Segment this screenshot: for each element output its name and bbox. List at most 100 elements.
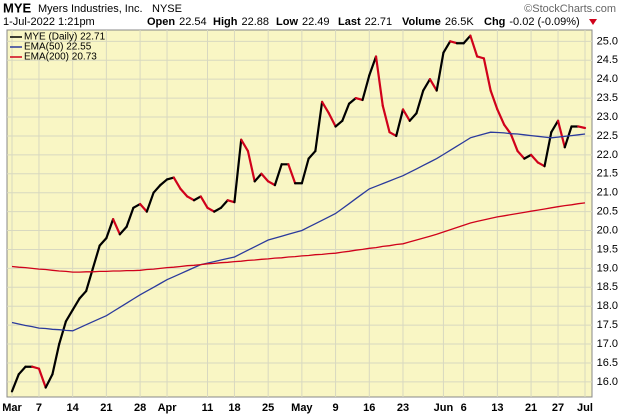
price-segment: [267, 180, 277, 187]
price-segment: [428, 78, 438, 92]
y-tick-label: 25.0: [597, 35, 618, 47]
price-segment: [145, 191, 155, 213]
price-segment: [516, 149, 526, 160]
price-segment: [10, 373, 20, 393]
quote-item: High 22.88: [213, 16, 269, 28]
price-segment: [563, 125, 573, 149]
y-tick-label: 19.5: [597, 243, 618, 255]
price-segment: [17, 365, 27, 376]
price-segment: [240, 138, 250, 153]
quote-item: Low 22.49: [276, 16, 330, 28]
down-arrow: [589, 19, 597, 25]
price-segment: [98, 236, 108, 247]
price-segment: [246, 149, 256, 183]
x-tick-label: 16: [363, 402, 375, 414]
x-tick-label: 21: [100, 402, 112, 414]
ema-line: [11, 202, 586, 273]
price-segment: [469, 34, 479, 58]
price-segment: [273, 163, 283, 187]
price-segment: [112, 218, 121, 236]
x-tick-label: 25: [262, 402, 274, 414]
y-tick-label: 24.5: [597, 54, 618, 66]
price-segment: [314, 100, 324, 153]
price-segment: [415, 89, 425, 115]
price-segment: [462, 34, 472, 45]
price-segment: [206, 206, 216, 213]
quote-label: Volume: [402, 16, 441, 28]
symbol: MYE: [3, 0, 32, 15]
price-segment: [442, 40, 452, 54]
ema-line: [11, 131, 586, 332]
price-segment: [260, 172, 270, 183]
price-segment: [233, 138, 243, 204]
quote-item: Volume 26.5K: [402, 16, 474, 28]
price-segment: [577, 125, 587, 130]
price-segment: [307, 149, 317, 160]
price-segment: [556, 119, 566, 149]
price-segment: [31, 365, 41, 370]
x-tick-label: 27: [552, 402, 564, 414]
price-segment: [192, 195, 202, 202]
price-segment: [58, 320, 68, 346]
quote-item: Last 22.71: [338, 16, 392, 28]
price-segment: [401, 108, 411, 122]
price-segment: [179, 187, 189, 198]
plot-area: [6, 29, 593, 398]
quote-label: Chg: [484, 16, 505, 28]
y-tick-label: 16.5: [597, 357, 618, 369]
x-tick-label: 23: [397, 402, 409, 414]
legend-label: EMA(200) 20.73: [24, 52, 97, 63]
quote-value: 22.88: [241, 16, 269, 28]
price-segment: [172, 176, 182, 191]
price-segment: [186, 195, 196, 202]
y-tick-label: 20.0: [597, 224, 618, 236]
quote-item: Open 22.54: [147, 16, 207, 28]
y-tick-label: 19.0: [597, 262, 618, 274]
quote-label: Open: [147, 16, 175, 28]
price-segment: [368, 55, 378, 77]
price-segment: [476, 55, 485, 60]
company: Myers Industries, Inc.: [38, 3, 143, 15]
quote-value: -0.02 (-0.09%): [509, 16, 579, 28]
x-tick-label: Jul: [577, 402, 593, 414]
price-segment: [78, 289, 88, 300]
price-segment: [341, 102, 351, 122]
price-segment: [71, 297, 81, 312]
price-segment: [509, 132, 519, 153]
y-tick-label: 18.0: [597, 300, 618, 312]
price-segment: [422, 78, 432, 92]
y-tick-label: 23.5: [597, 92, 618, 104]
x-tick-label: Jun: [434, 402, 454, 414]
price-segment: [361, 74, 371, 102]
price-segment: [152, 184, 162, 194]
y-tick-label: 17.5: [597, 319, 618, 331]
y-tick-label: 16.0: [597, 376, 618, 388]
price-segment: [388, 131, 398, 138]
price-segment: [165, 176, 175, 181]
price-segment: [132, 202, 142, 209]
y-tick-label: 22.0: [597, 149, 618, 161]
price-segment: [287, 163, 297, 185]
exchange: NYSE: [152, 3, 182, 15]
price-segment: [334, 119, 344, 128]
price-segment: [219, 199, 229, 209]
quote-label: High: [213, 16, 238, 28]
y-tick-label: 21.0: [597, 187, 618, 199]
price-segment: [435, 51, 445, 92]
price-segment: [503, 123, 512, 136]
quote-value: 22.49: [302, 16, 330, 28]
price-segment: [320, 100, 330, 115]
price-segment: [159, 178, 169, 187]
quote-label: Low: [276, 16, 298, 28]
price-segment: [550, 119, 560, 134]
price-segment: [300, 157, 310, 185]
quote-value: 22.71: [365, 16, 393, 28]
y-tick-label: 24.0: [597, 73, 618, 85]
price-segment: [138, 202, 148, 213]
y-tick-label: 18.5: [597, 281, 618, 293]
x-tick-label: 11: [202, 402, 214, 414]
x-tick-label: 14: [67, 402, 80, 414]
x-tick-label: Apr: [158, 402, 178, 414]
y-tick-label: 20.5: [597, 206, 618, 218]
price-segment: [91, 244, 101, 270]
